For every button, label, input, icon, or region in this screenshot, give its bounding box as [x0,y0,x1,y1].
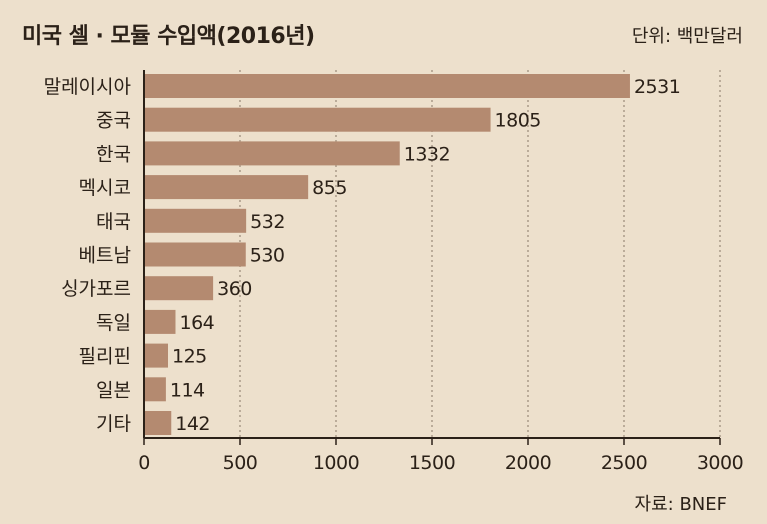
bar [144,309,176,334]
value-label: 855 [312,177,347,199]
category-label: 일본 [96,379,131,401]
value-label: 114 [170,379,205,401]
bar [144,141,400,166]
bar [144,175,309,200]
source-label: 자료: BNEF [634,494,727,515]
value-label: 125 [172,346,207,368]
bar [144,208,247,233]
category-label: 한국 [96,143,131,165]
tick-label: 3000 [697,452,743,474]
category-label: 태국 [96,211,131,233]
bar [144,242,246,267]
tick-label: 2500 [601,452,647,474]
tick-label: 2000 [505,452,551,474]
tick-label: 1500 [409,452,455,474]
category-label: 베트남 [79,245,131,267]
category-label: 독일 [96,312,131,334]
value-label: 1805 [495,110,541,132]
value-label: 532 [250,211,285,233]
tick-label: 1000 [313,452,359,474]
bar [144,377,166,402]
tick-label: 500 [223,452,258,474]
value-label: 164 [179,312,214,334]
category-label: 멕시코 [79,177,131,199]
value-label: 142 [175,413,210,435]
category-label: 필리핀 [79,346,131,368]
value-label: 530 [250,245,285,267]
bar [144,411,172,435]
value-label: 1332 [404,143,450,165]
category-label: 중국 [96,110,131,132]
value-label: 360 [217,278,252,300]
bar [144,107,491,132]
unit-label: 단위: 백만달러 [631,26,743,47]
tick-label: 0 [138,452,150,474]
category-label: 기타 [96,413,131,435]
chart-title: 미국 셀 · 모듈 수입액(2016년) [22,24,315,49]
value-label: 2531 [634,76,680,98]
category-label: 싱가포르 [61,278,131,300]
bar [144,276,214,301]
bar [144,74,630,98]
category-label: 말레이시아 [44,76,131,98]
bar [144,343,168,368]
